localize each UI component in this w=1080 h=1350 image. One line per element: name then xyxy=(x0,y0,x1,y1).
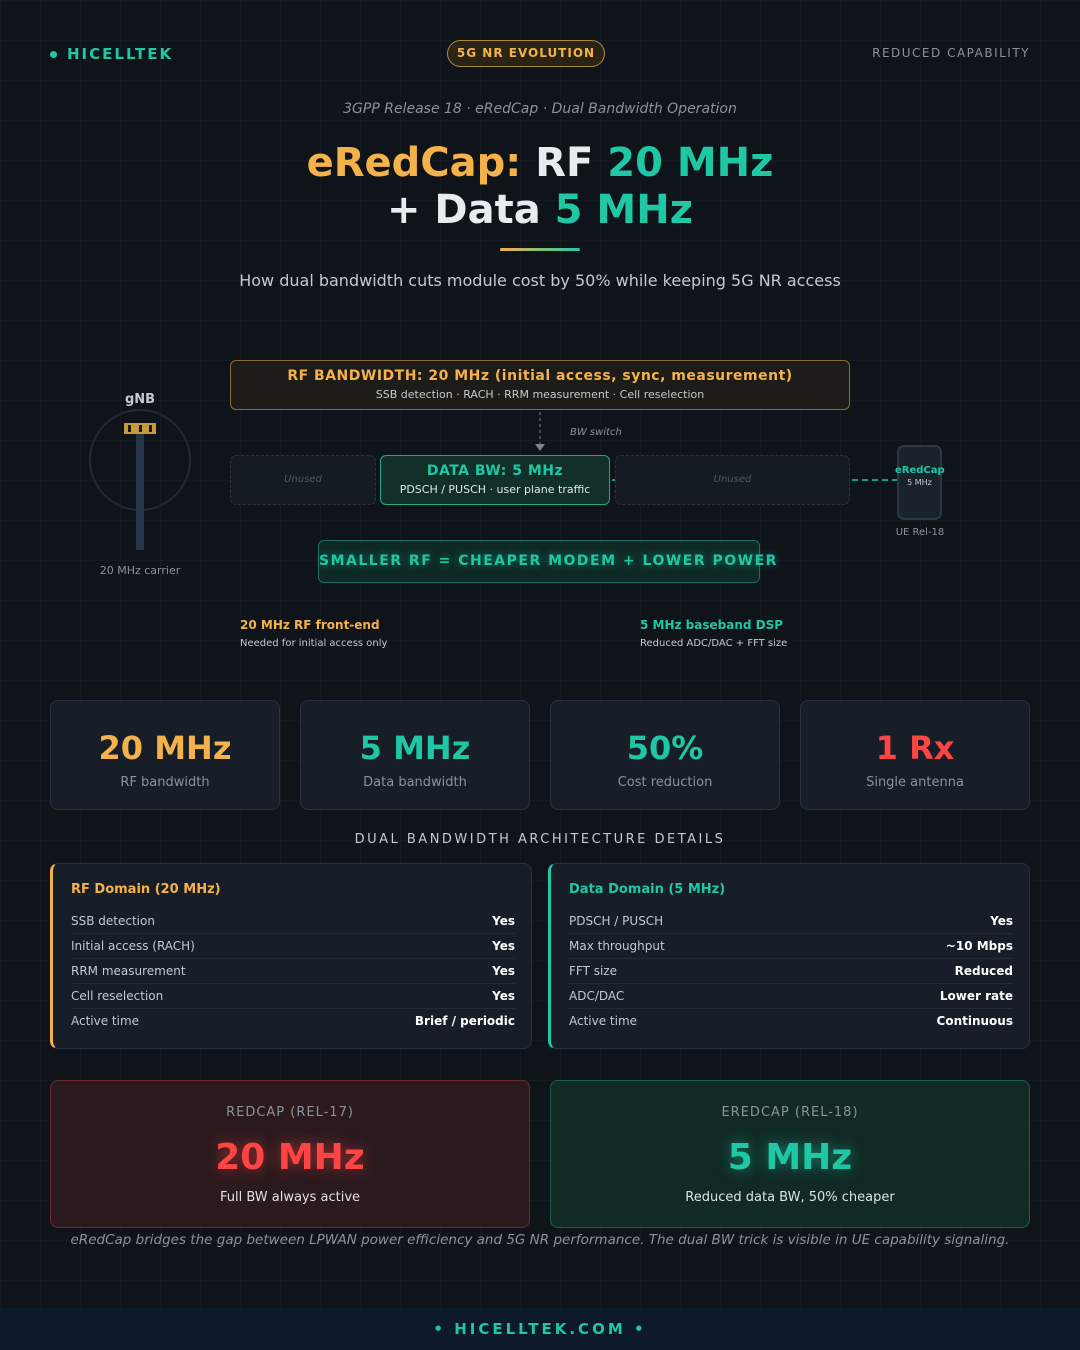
row-key: Initial access (RACH) xyxy=(71,939,195,953)
row-key: RRM measurement xyxy=(71,964,186,978)
rf-box-detail: SSB detection · RACH · RRM measurement ·… xyxy=(375,388,705,401)
row-value: Reduced xyxy=(954,964,1013,978)
row-value: Yes xyxy=(492,914,515,928)
compare-value: 20 MHz xyxy=(215,1137,365,1178)
title-part: eRedCap: xyxy=(306,140,522,186)
stat-card: 50% Cost reduction xyxy=(550,700,780,810)
tag: REDUCED CAPABILITY xyxy=(872,46,1030,60)
domain-row: Cell reselection Yes xyxy=(71,984,515,1009)
footnote: eRedCap bridges the gap between LPWAN po… xyxy=(70,1232,1010,1248)
compare-text: Full BW always active xyxy=(219,1190,361,1205)
title-part: 20 MHz xyxy=(607,140,774,186)
ue-name: eRedCap xyxy=(895,465,945,476)
title: eRedCap: RF 20 MHz + Data 5 MHz xyxy=(0,140,1080,234)
domain-row: SSB detection Yes xyxy=(71,909,515,934)
row-value: Yes xyxy=(492,964,515,978)
ue-bandwidth: 5 MHz xyxy=(907,478,932,487)
compare-card: EREDCAP (REL-18) 5 MHz Reduced data BW, 50… xyxy=(550,1080,1030,1228)
subtitle: How dual bandwidth cuts module cost by 5… xyxy=(239,271,841,290)
domain-title: Data Domain (5 MHz) xyxy=(569,882,726,897)
compare-label: REDCAP (REL-17) xyxy=(226,1105,354,1120)
brand: HICELLTEK xyxy=(50,45,173,63)
domain-row: ADC/DAC Lower rate xyxy=(569,984,1013,1009)
compare-text: Reduced data BW, 50% cheaper xyxy=(685,1190,895,1205)
note-title: 5 MHz baseband DSP xyxy=(640,618,784,632)
stat-label: Single antenna xyxy=(866,775,964,790)
ue-device: eRedCap 5 MHz xyxy=(895,445,945,520)
title-rule xyxy=(500,248,580,251)
title-part: RF xyxy=(535,140,594,186)
row-key: ADC/DAC xyxy=(569,989,625,1003)
banner: SMALLER RF = CHEAPER MODEM + LOWER POWER xyxy=(318,540,776,583)
data-box: DATA BW: 5 MHz PDSCH / PUSCH · user plan… xyxy=(380,455,610,505)
row-key: PDSCH / PUSCH xyxy=(569,914,664,928)
domain-row: PDSCH / PUSCH Yes xyxy=(569,909,1013,934)
note-text: Needed for initial access only xyxy=(240,638,388,649)
row-key: Active time xyxy=(71,1014,140,1028)
kicker: 3GPP Release 18 · eRedCap · Dual Bandwid… xyxy=(343,101,737,117)
stat-label: Data bandwidth xyxy=(363,775,467,790)
row-value: Lower rate xyxy=(939,989,1013,1003)
domain-card: Data Domain (5 MHz) PDSCH / PUSCH Yes Max t… xyxy=(548,863,1030,1049)
domain-row: Initial access (RACH) Yes xyxy=(71,934,515,959)
stat-value: 50% xyxy=(626,729,704,767)
title-part: 5 MHz xyxy=(554,187,693,233)
switch-label: BW switch xyxy=(570,427,622,438)
rf-box: RF BANDWIDTH: 20 MHz (initial access, sy… xyxy=(230,360,850,410)
ue-caption: UE Rel-18 xyxy=(895,527,945,538)
row-value: ~10 Mbps xyxy=(945,939,1013,953)
note-text: Reduced ADC/DAC + FFT size xyxy=(640,638,788,649)
row-value: Yes xyxy=(492,939,515,953)
gnb-mast xyxy=(136,425,144,550)
compare-card: REDCAP (REL-17) 20 MHz Full BW always acti… xyxy=(50,1080,530,1228)
data-box-title: DATA BW: 5 MHz xyxy=(426,463,564,479)
row-value: Brief / periodic xyxy=(414,1014,515,1028)
domain-title: RF Domain (20 MHz) xyxy=(71,882,221,897)
gnb-caption: 20 MHz carrier xyxy=(99,564,181,577)
footer: • HICELLTEK.COM • xyxy=(0,1308,1080,1350)
data-box-detail: PDSCH / PUSCH · user plane traffic xyxy=(399,483,591,496)
stat-card: 5 MHz Data bandwidth xyxy=(300,700,530,810)
row-value: Yes xyxy=(492,989,515,1003)
rf-box-title: RF BANDWIDTH: 20 MHz (initial access, sy… xyxy=(287,368,793,384)
stat-card: 20 MHz RF bandwidth xyxy=(50,700,280,810)
domain-row: FFT size Reduced xyxy=(569,959,1013,984)
note: 5 MHz baseband DSP Reduced ADC/DAC + FFT… xyxy=(640,618,787,649)
domain-card: RF Domain (20 MHz) SSB detection Yes Initia… xyxy=(50,863,532,1049)
stat-value: 20 MHz xyxy=(98,729,232,767)
domain-row: RRM measurement Yes xyxy=(71,959,515,984)
row-key: FFT size xyxy=(569,964,618,978)
stat-label: RF bandwidth xyxy=(120,775,210,790)
domain-row: Max throughput ~10 Mbps xyxy=(569,934,1013,959)
row-key: SSB detection xyxy=(71,914,155,928)
row-value: Yes xyxy=(990,914,1013,928)
stat-value: 5 MHz xyxy=(359,729,471,767)
compare-label: EREDCAP (REL-18) xyxy=(721,1105,859,1120)
stat-card: 1 Rx Single antenna xyxy=(800,700,1030,810)
row-key: Active time xyxy=(569,1014,638,1028)
title-part: + Data xyxy=(386,187,541,233)
note-title: 20 MHz RF front-end xyxy=(240,618,380,632)
row-key: Max throughput xyxy=(569,939,665,953)
section-title: DUAL BANDWIDTH ARCHITECTURE DETAILS xyxy=(354,832,726,847)
domain-row: Active time Brief / periodic xyxy=(71,1009,515,1034)
row-value: Continuous xyxy=(936,1014,1013,1028)
compare-value: 5 MHz xyxy=(727,1137,853,1178)
unused-left: Unused xyxy=(230,455,376,505)
row-key: Cell reselection xyxy=(71,989,164,1003)
domain-row: Active time Continuous xyxy=(569,1009,1013,1034)
gnb-label: gNB xyxy=(124,392,156,407)
footer-text: HICELLTEK.COM xyxy=(454,1320,626,1338)
stat-value: 1 Rx xyxy=(875,729,955,767)
note: 20 MHz RF front-end Needed for initial a… xyxy=(240,618,387,649)
stat-label: Cost reduction xyxy=(617,775,713,790)
badge: 5G NR EVOLUTION xyxy=(447,40,605,67)
unused-right: Unused xyxy=(615,455,850,505)
